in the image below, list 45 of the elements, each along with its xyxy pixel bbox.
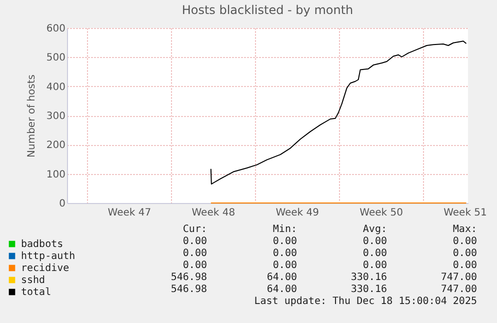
text: Cur:	[182, 224, 207, 236]
legend-label: total	[21, 287, 52, 298]
y-tick-label: 300	[46, 111, 66, 122]
text: 0.00	[272, 236, 297, 248]
y-tick-label: 600	[46, 24, 66, 34]
text: 0.00	[452, 236, 477, 248]
x-tick-label: Week 49	[276, 208, 320, 218]
text: Avg:	[362, 224, 387, 236]
y-tick-label: 0	[59, 198, 66, 210]
text: 0.00	[272, 248, 297, 260]
text: 0.00	[272, 260, 297, 272]
text: Min:	[272, 224, 297, 236]
legend-label: http-auth	[21, 251, 76, 262]
text: Max:	[452, 224, 477, 236]
y-axis-title: Number of hosts	[26, 74, 38, 158]
text: Last update: Thu Dec 18 15:00:04 2025	[253, 296, 477, 308]
text: 0.00	[182, 248, 207, 260]
y-tick-label: 100	[46, 169, 66, 180]
text: 330.16	[350, 284, 387, 296]
text: 0.00	[452, 260, 477, 272]
legend-label: recidive	[21, 263, 70, 274]
chart-title: Hosts blacklisted - by month	[182, 3, 354, 17]
line-series	[210, 40, 467, 185]
text: 64.00	[266, 284, 297, 296]
x-tick-label: Week 47	[108, 208, 152, 218]
text: 546.98	[170, 272, 207, 284]
y-tick-label: 400	[46, 82, 66, 93]
y-tick-label: 500	[46, 52, 66, 64]
text: 0.00	[182, 236, 207, 248]
legend-label: badbots	[21, 239, 64, 250]
legend-label: sshd	[21, 275, 46, 286]
y-tick-label: 200	[46, 140, 66, 152]
text: 0.00	[182, 260, 207, 272]
text: 0.00	[362, 248, 387, 260]
text: 0.00	[362, 236, 387, 248]
text: 747.00	[440, 284, 477, 296]
x-tick-label: Week 48	[192, 208, 236, 218]
text: 0.00	[362, 260, 387, 272]
x-tick-label: Week 51	[444, 208, 487, 218]
text: 0.00	[452, 248, 477, 260]
text: 330.16	[350, 272, 387, 284]
text: 747.00	[440, 272, 477, 284]
text: 546.98	[170, 284, 207, 296]
x-tick-label: Week 50	[360, 208, 403, 218]
text: 64.00	[266, 272, 297, 284]
